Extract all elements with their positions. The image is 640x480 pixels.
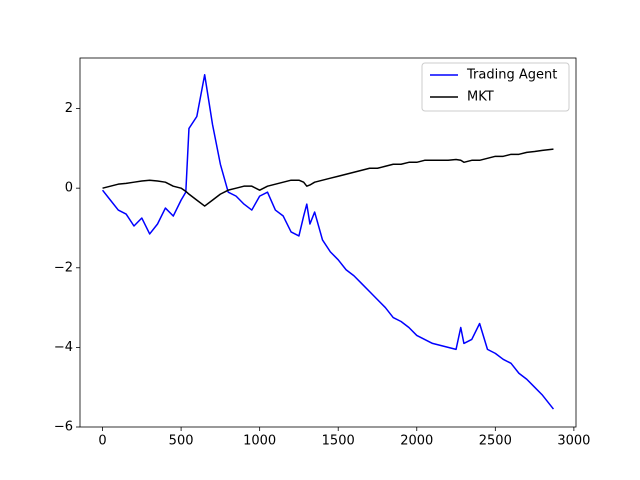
legend-label: MKT xyxy=(467,90,494,105)
x-tick-label: 2500 xyxy=(479,434,512,449)
x-tick-label: 3000 xyxy=(557,434,590,449)
legend: Trading Agent MKT xyxy=(421,62,570,112)
x-tick-label: 500 xyxy=(169,434,194,449)
x-tick-label: 2000 xyxy=(400,434,433,449)
y-tick-label: −4 xyxy=(54,340,73,355)
legend-label: Trading Agent xyxy=(466,68,557,83)
legend-box xyxy=(421,62,570,112)
data-line xyxy=(101,73,555,410)
y-tick-label: 0 xyxy=(65,181,73,196)
y-tick-label: −6 xyxy=(54,420,73,435)
x-tick-label: 1500 xyxy=(322,434,355,449)
data-line xyxy=(102,148,554,207)
y-tick-label: 2 xyxy=(65,101,73,116)
plot-frame xyxy=(79,57,577,428)
y-tick-label: −2 xyxy=(54,260,73,275)
x-tick-label: 1000 xyxy=(243,434,276,449)
x-tick-label: 0 xyxy=(98,434,106,449)
